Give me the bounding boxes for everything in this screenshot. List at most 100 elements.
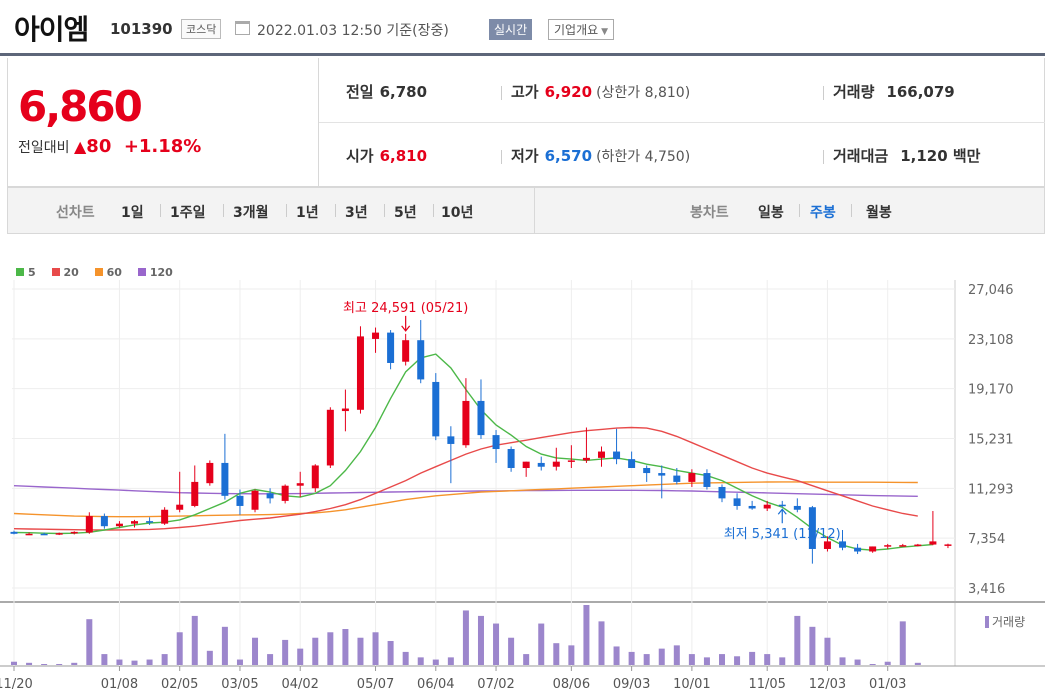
- candle-monthly[interactable]: 월봉: [866, 205, 892, 221]
- candle-daily[interactable]: 일봉: [758, 205, 784, 221]
- volume-bar: [568, 645, 575, 665]
- divider: [286, 204, 287, 217]
- candle-body: [733, 498, 741, 506]
- volume-bar: [282, 639, 289, 665]
- up-triangle-icon: ▲: [73, 137, 87, 156]
- volume-bar: [447, 657, 454, 665]
- divider: [223, 204, 224, 217]
- change-label: 전일대비: [18, 140, 70, 156]
- volume-bar: [462, 610, 469, 665]
- candle-body: [522, 461, 530, 468]
- change-percent: +1.18%: [123, 136, 202, 157]
- ma20-line: [13, 426, 918, 531]
- stock-name: 아이엠: [14, 13, 89, 46]
- x-tick-label: 11/20: [0, 677, 33, 692]
- volume-bar: [191, 615, 198, 665]
- candle-body: [326, 409, 334, 466]
- volume-legend-swatch: [985, 616, 989, 628]
- candle-body: [70, 531, 78, 534]
- period-5y[interactable]: 5년: [394, 205, 417, 221]
- volume-bar: [86, 619, 93, 665]
- y-tick-label: 3,416: [968, 582, 1005, 597]
- period-10y[interactable]: 10년: [441, 205, 474, 221]
- candle-body: [869, 546, 877, 552]
- candle-body: [417, 340, 425, 380]
- candle-body: [115, 523, 123, 527]
- period-1y[interactable]: 1년: [296, 205, 319, 221]
- company-overview-dropdown[interactable]: 기업개요 ▼: [548, 19, 615, 40]
- chart-period-bar: 선차트 1일 1주일 3개월 1년 3년 5년 10년 봉차트 일봉 주봉 월봉: [7, 187, 1045, 234]
- period-3y[interactable]: 3년: [345, 205, 368, 221]
- open-label: 시가: [346, 147, 374, 165]
- candle-weekly[interactable]: 주봉: [810, 205, 836, 221]
- x-tick-label: 02/05: [161, 677, 198, 692]
- volume-bar: [327, 632, 334, 665]
- candle-body: [613, 451, 621, 460]
- period-1w[interactable]: 1주일: [170, 205, 206, 221]
- candle-body: [85, 516, 93, 533]
- divider: [501, 86, 502, 100]
- volume-bar: [553, 643, 560, 665]
- legend-swatch: [51, 268, 60, 276]
- volume-label: 거래량: [833, 83, 875, 101]
- candle-body: [236, 495, 244, 506]
- volume-bar: [312, 637, 319, 665]
- realtime-button[interactable]: 실시간: [489, 19, 533, 40]
- candle-body: [341, 408, 349, 412]
- volume-value: 166,079: [886, 83, 955, 101]
- candle-chart-label: 봉차트: [690, 205, 729, 221]
- legend-swatch: [94, 268, 103, 276]
- candle-body: [748, 505, 756, 509]
- period-1d[interactable]: 1일: [121, 205, 144, 221]
- candle-body: [356, 336, 364, 410]
- ma-legend: 5 20 60 120: [16, 266, 185, 279]
- volume-bar: [71, 662, 78, 665]
- volume-bar: [628, 651, 635, 665]
- divider: [534, 188, 535, 233]
- candle-body: [296, 483, 304, 486]
- candle-body: [161, 509, 169, 524]
- volume-bar: [809, 626, 816, 665]
- x-tick-label: 11/05: [748, 677, 785, 692]
- volume-bar: [297, 648, 304, 665]
- y-tick-label: 19,170: [968, 383, 1014, 398]
- high-value: 6,920: [544, 83, 593, 101]
- low-value: 6,570: [544, 147, 593, 165]
- volume-bar: [206, 650, 213, 665]
- price-chart[interactable]: 27,046 23,108 19,170 15,231 11,293 7,354 3,416…: [0, 240, 1045, 697]
- candle-body: [10, 531, 18, 534]
- volume-legend-label: 거래량: [992, 615, 1025, 629]
- volume-bar: [101, 654, 108, 665]
- divider: [823, 86, 824, 100]
- chevron-down-icon: ▼: [601, 27, 609, 37]
- x-tick-label: 07/02: [477, 677, 514, 692]
- line-chart-label: 선차트: [56, 205, 95, 221]
- candle-body: [55, 533, 63, 535]
- price-change: 전일대비 ▲80 +1.18%: [18, 136, 201, 157]
- calendar-icon: [235, 21, 250, 35]
- volume-bar: [493, 623, 500, 665]
- candle-body: [281, 485, 289, 501]
- volume-bar: [417, 657, 424, 665]
- stock-code: 101390: [110, 20, 173, 38]
- divider: [335, 204, 336, 217]
- volume-bar: [673, 645, 680, 665]
- volume-bar: [432, 659, 439, 665]
- y-tick-label: 23,108: [968, 333, 1014, 348]
- candle-body: [191, 481, 199, 506]
- divider: [318, 58, 319, 187]
- volume-bar: [899, 621, 906, 665]
- candle-body: [688, 473, 696, 482]
- volume-bar: [387, 641, 394, 665]
- volume-bar: [538, 623, 545, 665]
- x-tick-label: 01/03: [869, 677, 906, 692]
- candle-body: [899, 545, 907, 547]
- volume-bar: [477, 615, 484, 665]
- candle-body: [628, 459, 636, 468]
- volume-bar: [884, 661, 891, 665]
- quote-timestamp: 2022.01.03 12:50 기준(장중): [257, 20, 449, 40]
- volume-bar: [869, 664, 876, 665]
- period-3m[interactable]: 3개월: [233, 205, 269, 221]
- change-amount: 80: [86, 136, 112, 157]
- x-tick-label: 05/07: [357, 677, 394, 692]
